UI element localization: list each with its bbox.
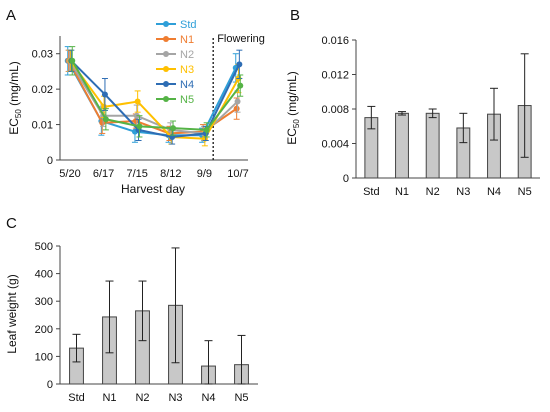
a-legend-marker-N4: [163, 81, 169, 87]
a-legend-marker-Std: [163, 21, 169, 27]
a-point-N5: [102, 116, 109, 123]
a-legend-label-N5: N5: [180, 94, 194, 106]
a-legend-label-N4: N4: [180, 79, 194, 91]
a-point-N4: [101, 91, 108, 98]
a-y-axis-title: EC50 (mg/mL): [7, 61, 23, 135]
a-legend-marker-N3: [163, 66, 169, 72]
panel-a-line-chart: 0 0.01 0.02 0.03 5/20 6/17 7/15 8/12 9/9 10/7 Flow…: [7, 19, 265, 196]
a-point-N5: [69, 57, 76, 64]
b-y-axis-title: EC50 (mg/mL): [285, 71, 301, 145]
a-flowering-annotation: Flowering: [217, 33, 265, 45]
panel-a-label: A: [6, 7, 16, 24]
b-xtick-label: N5: [518, 186, 532, 198]
a-point-N5: [170, 125, 177, 132]
a-legend-label-N2: N2: [180, 49, 194, 61]
c-xtick-label: N2: [135, 392, 149, 404]
a-point-N4: [236, 61, 243, 68]
c-ytick-label: 200: [35, 324, 53, 336]
a-point-N5: [136, 123, 143, 130]
panel-b-label: B: [290, 7, 300, 24]
a-ytick-label: 0.02: [32, 84, 53, 96]
b-ytick-label: 0.004: [321, 139, 349, 151]
b-xtick-label: N3: [456, 186, 470, 198]
a-ytick-label: 0.01: [32, 120, 53, 132]
b-ytick-label: 0: [343, 173, 349, 185]
b-ytick-label: 0.012: [321, 70, 349, 82]
a-series-line-N3: [69, 60, 240, 140]
b-xtick-label: N2: [426, 186, 440, 198]
a-xtick-label: 10/7: [227, 168, 248, 180]
c-ytick-label: 500: [35, 241, 53, 253]
a-legend-marker-N5: [163, 96, 169, 102]
a-ytick-label: 0: [47, 155, 53, 167]
b-bar: [395, 112, 409, 179]
c-ytick-label: 300: [35, 296, 53, 308]
a-point-N1: [233, 105, 240, 112]
a-point-N5: [237, 82, 244, 89]
a-legend-label-N3: N3: [180, 64, 194, 76]
c-ytick-label: 0: [47, 379, 53, 391]
a-xtick-label: 6/17: [93, 168, 114, 180]
a-x-axis-title: Harvest day: [121, 182, 185, 196]
panel-c-bar-chart: 0 100 200 300 400 500 Std N1 N2 N3 N4 N5 Leaf weight…: [5, 241, 258, 404]
a-xtick-label: 5/20: [59, 168, 80, 180]
a-xtick-label: 7/15: [126, 168, 147, 180]
a-series-line-N4: [70, 60, 241, 138]
c-y-axis-title: Leaf weight (g): [5, 274, 19, 353]
a-legend-label-Std: Std: [180, 19, 197, 31]
panel-b-bar-chart: 0 0.004 0.008 0.012 0.016 Std N1 N2 N3 N4 N5 EC50 (…: [285, 35, 540, 198]
panel-c-label: C: [6, 215, 17, 232]
a-legend-marker-N2: [163, 51, 169, 57]
c-ytick-label: 400: [35, 269, 53, 281]
a-legend-label-N1: N1: [180, 34, 194, 46]
b-ytick-label: 0.016: [321, 35, 349, 47]
a-xtick-label: 8/12: [160, 168, 181, 180]
a-point-N2: [234, 98, 241, 105]
a-xtick-label: 9/9: [197, 168, 212, 180]
a-series-line-N5: [71, 60, 242, 131]
b-bar: [425, 112, 440, 179]
c-xtick-label: N1: [102, 392, 116, 404]
a-ytick-label: 0.03: [32, 49, 53, 61]
c-xtick-label: N5: [234, 392, 248, 404]
b-ytick-label: 0.008: [321, 104, 349, 116]
b-xtick-label: Std: [363, 186, 380, 198]
c-xtick-label: Std: [68, 392, 85, 404]
c-ytick-label: 100: [35, 351, 53, 363]
c-xtick-label: N3: [168, 392, 182, 404]
c-xtick-label: N4: [201, 392, 215, 404]
b-xtick-label: N1: [395, 186, 409, 198]
a-point-N3: [134, 98, 141, 105]
a-legend-marker-N1: [163, 36, 169, 42]
b-xtick-label: N4: [487, 186, 501, 198]
a-point-N5: [203, 126, 210, 133]
